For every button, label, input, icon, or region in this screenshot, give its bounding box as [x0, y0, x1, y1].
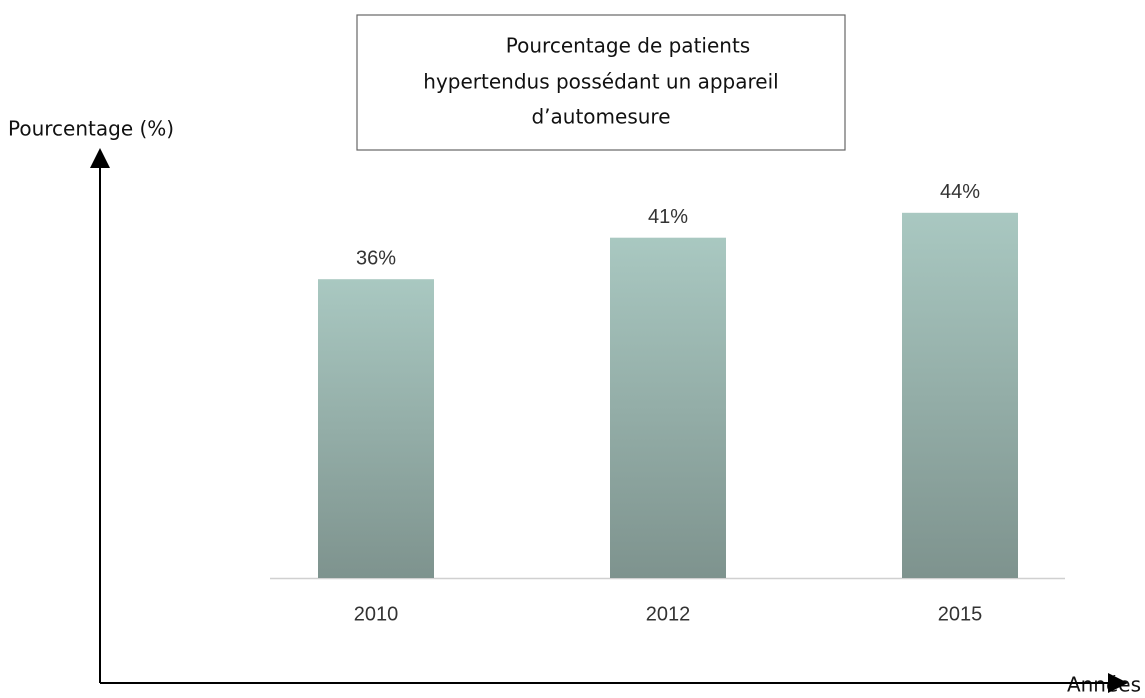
value-label: 36% — [356, 247, 396, 269]
bar — [902, 212, 1018, 579]
x-tick-label: 2012 — [646, 603, 691, 625]
chart-title: hypertendus possédant un appareil — [423, 70, 778, 94]
y-axis-label: Pourcentage (%) — [8, 117, 174, 141]
bar — [610, 237, 726, 578]
value-label: 41% — [648, 206, 688, 228]
chart-title: Pourcentage de patients — [506, 34, 750, 58]
x-tick-label: 2015 — [938, 603, 983, 625]
x-tick-label: 2010 — [354, 603, 399, 625]
bar — [318, 279, 434, 578]
value-label: 44% — [940, 181, 980, 203]
chart-title: d’automesure — [531, 105, 670, 129]
x-axis-label: Années — [1067, 673, 1141, 697]
title-box — [356, 14, 846, 151]
